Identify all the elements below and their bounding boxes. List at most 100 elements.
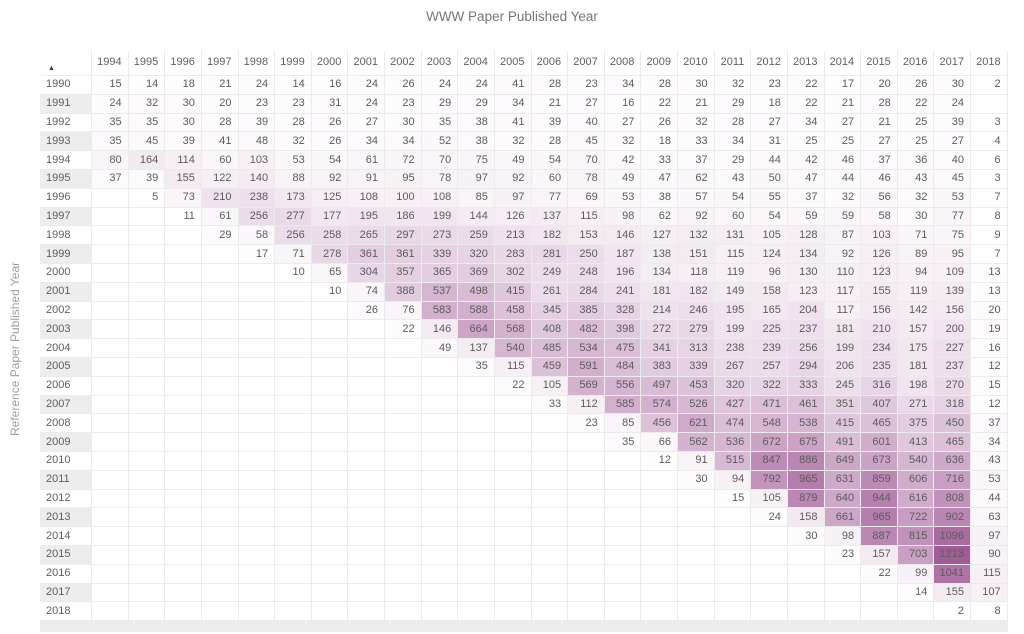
matrix-cell[interactable]: 272 (641, 320, 678, 340)
matrix-cell[interactable]: 126 (861, 245, 898, 264)
matrix-cell[interactable] (348, 357, 385, 377)
matrix-cell[interactable] (458, 489, 495, 509)
matrix-cell[interactable]: 165 (751, 301, 788, 321)
row-header-1998[interactable]: 1998 (40, 226, 92, 246)
matrix-cell[interactable] (311, 602, 349, 622)
matrix-cell[interactable] (92, 527, 129, 546)
matrix-cell[interactable]: 30 (787, 527, 825, 546)
matrix-cell[interactable]: 23 (568, 414, 605, 434)
row-header-1993[interactable]: 1993 (40, 132, 92, 152)
matrix-cell[interactable] (458, 470, 495, 490)
matrix-cell[interactable]: 28 (641, 76, 678, 95)
matrix-cell[interactable]: 398 (604, 320, 642, 340)
matrix-cell[interactable] (311, 376, 349, 396)
matrix-cell[interactable] (275, 282, 312, 302)
matrix-cell[interactable]: 73 (165, 188, 202, 208)
matrix-cell[interactable]: 37 (971, 414, 1008, 434)
matrix-cell[interactable]: 32 (128, 94, 166, 114)
matrix-cell[interactable]: 35 (421, 113, 459, 133)
matrix-cell[interactable] (787, 602, 825, 622)
matrix-cell[interactable] (311, 357, 349, 377)
column-header-2009[interactable]: 2009 (641, 50, 678, 76)
matrix-cell[interactable]: 91 (678, 451, 715, 471)
matrix-cell[interactable] (165, 489, 202, 509)
matrix-cell[interactable]: 110 (824, 263, 862, 283)
matrix-cell[interactable]: 45 (568, 132, 605, 152)
matrix-cell[interactable]: 22 (494, 376, 532, 396)
row-header-2001[interactable]: 2001 (40, 282, 92, 302)
matrix-cell[interactable] (238, 545, 276, 565)
matrix-cell[interactable]: 26 (385, 76, 422, 95)
matrix-cell[interactable]: 128 (787, 226, 825, 246)
matrix-cell[interactable]: 53 (604, 188, 642, 208)
matrix-cell[interactable] (128, 451, 166, 471)
matrix-cell[interactable] (165, 545, 202, 565)
row-header-2005[interactable]: 2005 (40, 357, 92, 377)
matrix-cell[interactable]: 7 (971, 245, 1008, 264)
column-header-2018[interactable]: 2018 (971, 50, 1008, 76)
matrix-cell[interactable] (385, 433, 422, 452)
matrix-cell[interactable] (751, 545, 788, 565)
column-header-1999[interactable]: 1999 (275, 50, 312, 76)
matrix-cell[interactable] (275, 339, 312, 358)
matrix-cell[interactable] (751, 527, 788, 546)
matrix-cell[interactable]: 131 (714, 226, 752, 246)
matrix-cell[interactable]: 103 (238, 151, 276, 170)
matrix-cell[interactable] (494, 451, 532, 471)
matrix-cell[interactable]: 153 (568, 226, 605, 246)
matrix-cell[interactable] (165, 583, 202, 603)
matrix-cell[interactable]: 5 (128, 188, 166, 208)
matrix-cell[interactable]: 107 (971, 583, 1008, 603)
column-header-2008[interactable]: 2008 (604, 50, 642, 76)
matrix-cell[interactable]: 127 (641, 226, 678, 246)
matrix-cell[interactable]: 815 (897, 527, 935, 546)
matrix-cell[interactable]: 97 (494, 188, 532, 208)
matrix-cell[interactable]: 703 (897, 545, 935, 565)
matrix-cell[interactable]: 562 (678, 433, 715, 452)
matrix-cell[interactable] (201, 451, 239, 471)
matrix-cell[interactable]: 569 (568, 376, 605, 396)
matrix-cell[interactable]: 491 (824, 433, 862, 452)
row-header-2012[interactable]: 2012 (40, 489, 92, 509)
matrix-cell[interactable]: 471 (751, 395, 788, 415)
matrix-cell[interactable] (165, 564, 202, 584)
matrix-cell[interactable] (165, 433, 202, 452)
matrix-cell[interactable]: 333 (787, 376, 825, 396)
column-header-2001[interactable]: 2001 (348, 50, 385, 76)
matrix-cell[interactable] (421, 451, 459, 471)
matrix-cell[interactable]: 2 (971, 76, 1008, 95)
column-header-2011[interactable]: 2011 (714, 50, 752, 76)
matrix-cell[interactable]: 210 (861, 320, 898, 340)
column-header-2010[interactable]: 2010 (678, 50, 715, 76)
matrix-cell[interactable]: 9 (971, 226, 1008, 246)
matrix-cell[interactable]: 36 (897, 151, 935, 170)
matrix-cell[interactable]: 157 (861, 545, 898, 565)
matrix-cell[interactable]: 55 (751, 188, 788, 208)
matrix-cell[interactable]: 497 (641, 376, 678, 396)
matrix-cell[interactable] (421, 433, 459, 452)
matrix-cell[interactable]: 108 (348, 188, 385, 208)
matrix-cell[interactable] (128, 357, 166, 377)
matrix-cell[interactable] (714, 602, 752, 622)
matrix-cell[interactable]: 103 (861, 226, 898, 246)
matrix-cell[interactable]: 16 (971, 339, 1008, 358)
matrix-cell[interactable]: 8 (971, 207, 1008, 227)
row-header-2003[interactable]: 2003 (40, 320, 92, 340)
matrix-cell[interactable]: 149 (714, 282, 752, 302)
matrix-cell[interactable]: 30 (165, 94, 202, 114)
matrix-cell[interactable]: 281 (531, 245, 569, 264)
matrix-cell[interactable]: 74 (348, 282, 385, 302)
matrix-cell[interactable]: 195 (348, 207, 385, 227)
matrix-cell[interactable] (604, 545, 642, 565)
matrix-cell[interactable] (92, 376, 129, 396)
matrix-cell[interactable]: 54 (531, 151, 569, 170)
matrix-cell[interactable]: 14 (275, 76, 312, 95)
matrix-cell[interactable]: 15 (714, 489, 752, 509)
matrix-cell[interactable]: 47 (787, 169, 825, 189)
matrix-cell[interactable] (201, 564, 239, 584)
matrix-cell[interactable] (238, 339, 276, 358)
matrix-cell[interactable]: 415 (494, 282, 532, 302)
matrix-cell[interactable] (128, 414, 166, 434)
row-header-2018[interactable]: 2018 (40, 602, 92, 622)
matrix-cell[interactable]: 361 (385, 245, 422, 264)
